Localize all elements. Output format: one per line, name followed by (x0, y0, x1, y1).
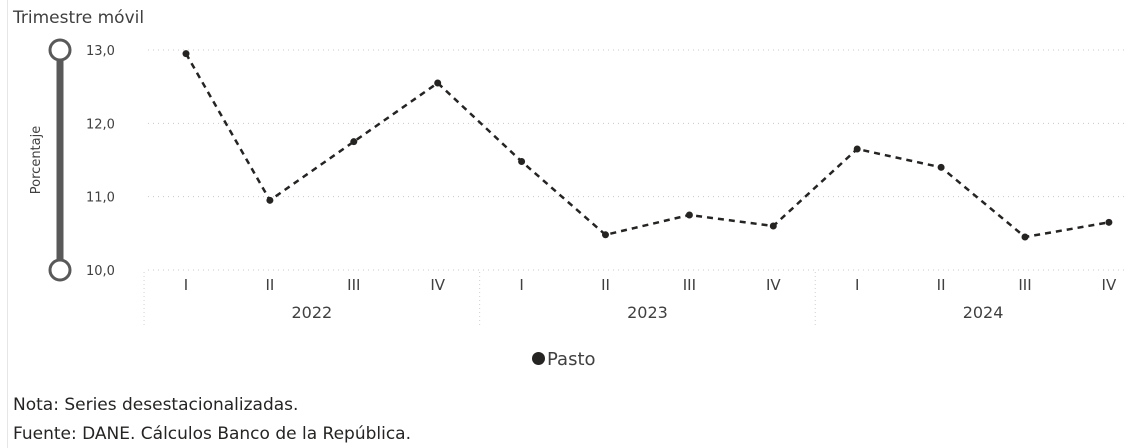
data-point (350, 138, 358, 146)
data-point (518, 157, 526, 165)
data-point (937, 163, 945, 171)
data-point (602, 231, 609, 239)
data-point (853, 145, 861, 153)
data-point (685, 211, 693, 219)
plot-area: Porcentaje 13,012,011,010,0 I II III IV I II I… (29, 38, 1125, 326)
x-tick-label: II (937, 276, 946, 294)
legend-label: Pasto (547, 349, 596, 370)
series-line-pasto (184, 53, 1110, 239)
year-label: 2022 (291, 303, 332, 322)
data-point (182, 50, 190, 58)
x-tick-label: I (184, 276, 188, 294)
frame-rule (7, 0, 8, 448)
x-tick-label: III (683, 276, 696, 294)
data-point (1105, 218, 1113, 226)
x-tick-label: IV (1102, 276, 1117, 294)
data-point (434, 79, 442, 87)
x-tick-label: III (1018, 276, 1031, 294)
source-text: Fuente: DANE. Cálculos Banco de la Repúb… (13, 424, 411, 444)
note-text: Nota: Series desestacionalizadas. (13, 395, 299, 415)
y-tick-label: 12,0 (86, 117, 115, 132)
data-point (266, 196, 274, 204)
year-label: 2024 (963, 303, 1004, 322)
x-tick-label: II (265, 276, 274, 294)
data-point (1021, 233, 1029, 241)
x-tick-label: IV (766, 276, 781, 294)
y-tick-label: 13,0 (86, 44, 115, 59)
legend-marker (532, 351, 545, 365)
x-tick-label: II (601, 276, 610, 294)
data-point (769, 222, 777, 230)
x-tick-label: I (855, 276, 859, 294)
x-tick-label: III (347, 276, 360, 294)
year-label: 2023 (627, 303, 668, 322)
y-tick-label: 11,0 (86, 191, 115, 206)
y-axis-label: Porcentaje (29, 126, 44, 194)
x-tick-label: IV (430, 276, 445, 294)
range-slider-top-handle[interactable] (48, 38, 72, 62)
chart-title: Trimestre móvil (13, 8, 145, 28)
range-slider-bottom-handle[interactable] (48, 258, 72, 282)
legend[interactable]: Pasto (532, 349, 596, 370)
y-tick-label: 10,0 (86, 264, 115, 279)
x-tick-label: I (519, 276, 523, 294)
